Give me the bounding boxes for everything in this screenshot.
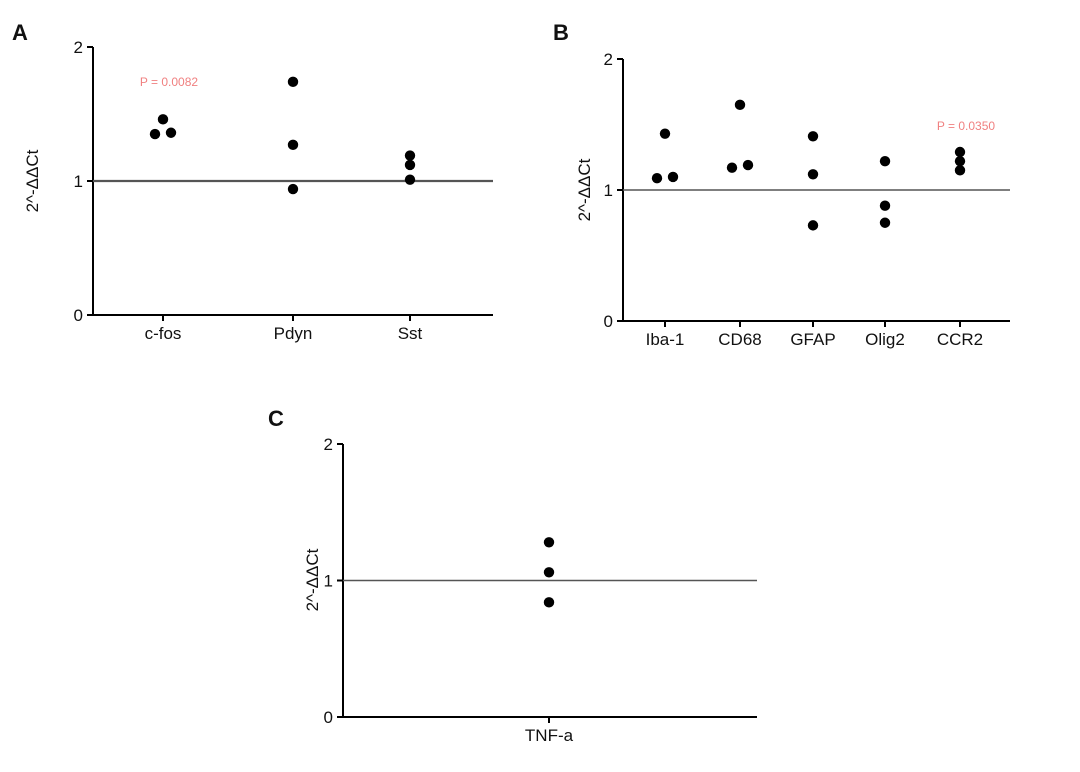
y-axis-title: 2^-ΔΔCt — [575, 158, 594, 221]
data-point — [651, 173, 663, 184]
y-tick-label: 0 — [74, 306, 83, 325]
data-point — [742, 159, 754, 171]
data-point — [543, 597, 555, 608]
data-point — [543, 537, 555, 548]
data-point — [879, 155, 891, 167]
y-tick-label: 0 — [324, 708, 333, 727]
x-category-label: CCR2 — [937, 330, 983, 349]
chart-panel-a: A 0 1 2 2^-ΔΔCt c-fos Pdyn Sst P = 0.0082 — [12, 20, 493, 343]
x-category-label: c-fos — [145, 324, 182, 343]
x-category-label: CD68 — [718, 330, 761, 349]
y-tick-label: 1 — [604, 181, 613, 200]
data-point — [165, 127, 177, 138]
data-point — [543, 567, 555, 578]
y-tick-label: 2 — [324, 435, 333, 454]
data-point — [149, 128, 161, 140]
chart-panel-b: B 0 1 2 2^-ΔΔCt Iba-1 CD68 GFAP Olig2 CCR2 P = 0.0… — [553, 20, 1010, 349]
data-point — [807, 131, 819, 142]
y-tick-label: 0 — [604, 312, 613, 331]
x-category-label: Sst — [398, 324, 423, 343]
x-category-label: TNF-a — [525, 726, 574, 745]
panel-letter: A — [12, 20, 28, 45]
data-point — [404, 150, 416, 161]
data-point — [807, 169, 819, 180]
data-point — [726, 162, 738, 173]
y-tick-label: 2 — [74, 38, 83, 57]
data-point — [157, 114, 169, 125]
y-axis-title: 2^-ΔΔCt — [303, 548, 322, 611]
x-category-label: Olig2 — [865, 330, 905, 349]
data-point — [807, 220, 819, 231]
chart-panel-c: C 0 1 2 2^-ΔΔCt TNF-a — [268, 406, 757, 745]
x-category-label: GFAP — [790, 330, 835, 349]
p-value-annotation: P = 0.0082 — [140, 75, 198, 89]
p-value-annotation: P = 0.0350 — [937, 119, 995, 133]
data-point — [659, 128, 671, 139]
y-axis-title: 2^-ΔΔCt — [23, 149, 42, 212]
data-point — [954, 146, 966, 158]
data-point — [734, 99, 746, 111]
data-point — [879, 200, 891, 211]
y-tick-label: 1 — [74, 172, 83, 191]
x-category-label: Iba-1 — [646, 330, 685, 349]
data-point — [667, 171, 679, 183]
data-point — [287, 76, 299, 88]
panel-letter: B — [553, 20, 569, 45]
x-category-label: Pdyn — [274, 324, 313, 343]
y-tick-label: 1 — [324, 572, 333, 591]
data-point — [954, 165, 966, 176]
data-point — [404, 159, 416, 171]
data-point — [879, 217, 891, 228]
data-point — [404, 174, 416, 185]
data-point — [287, 183, 299, 195]
data-point — [954, 155, 966, 167]
y-tick-label: 2 — [604, 50, 613, 69]
data-point — [287, 139, 299, 151]
panel-letter: C — [268, 406, 284, 431]
